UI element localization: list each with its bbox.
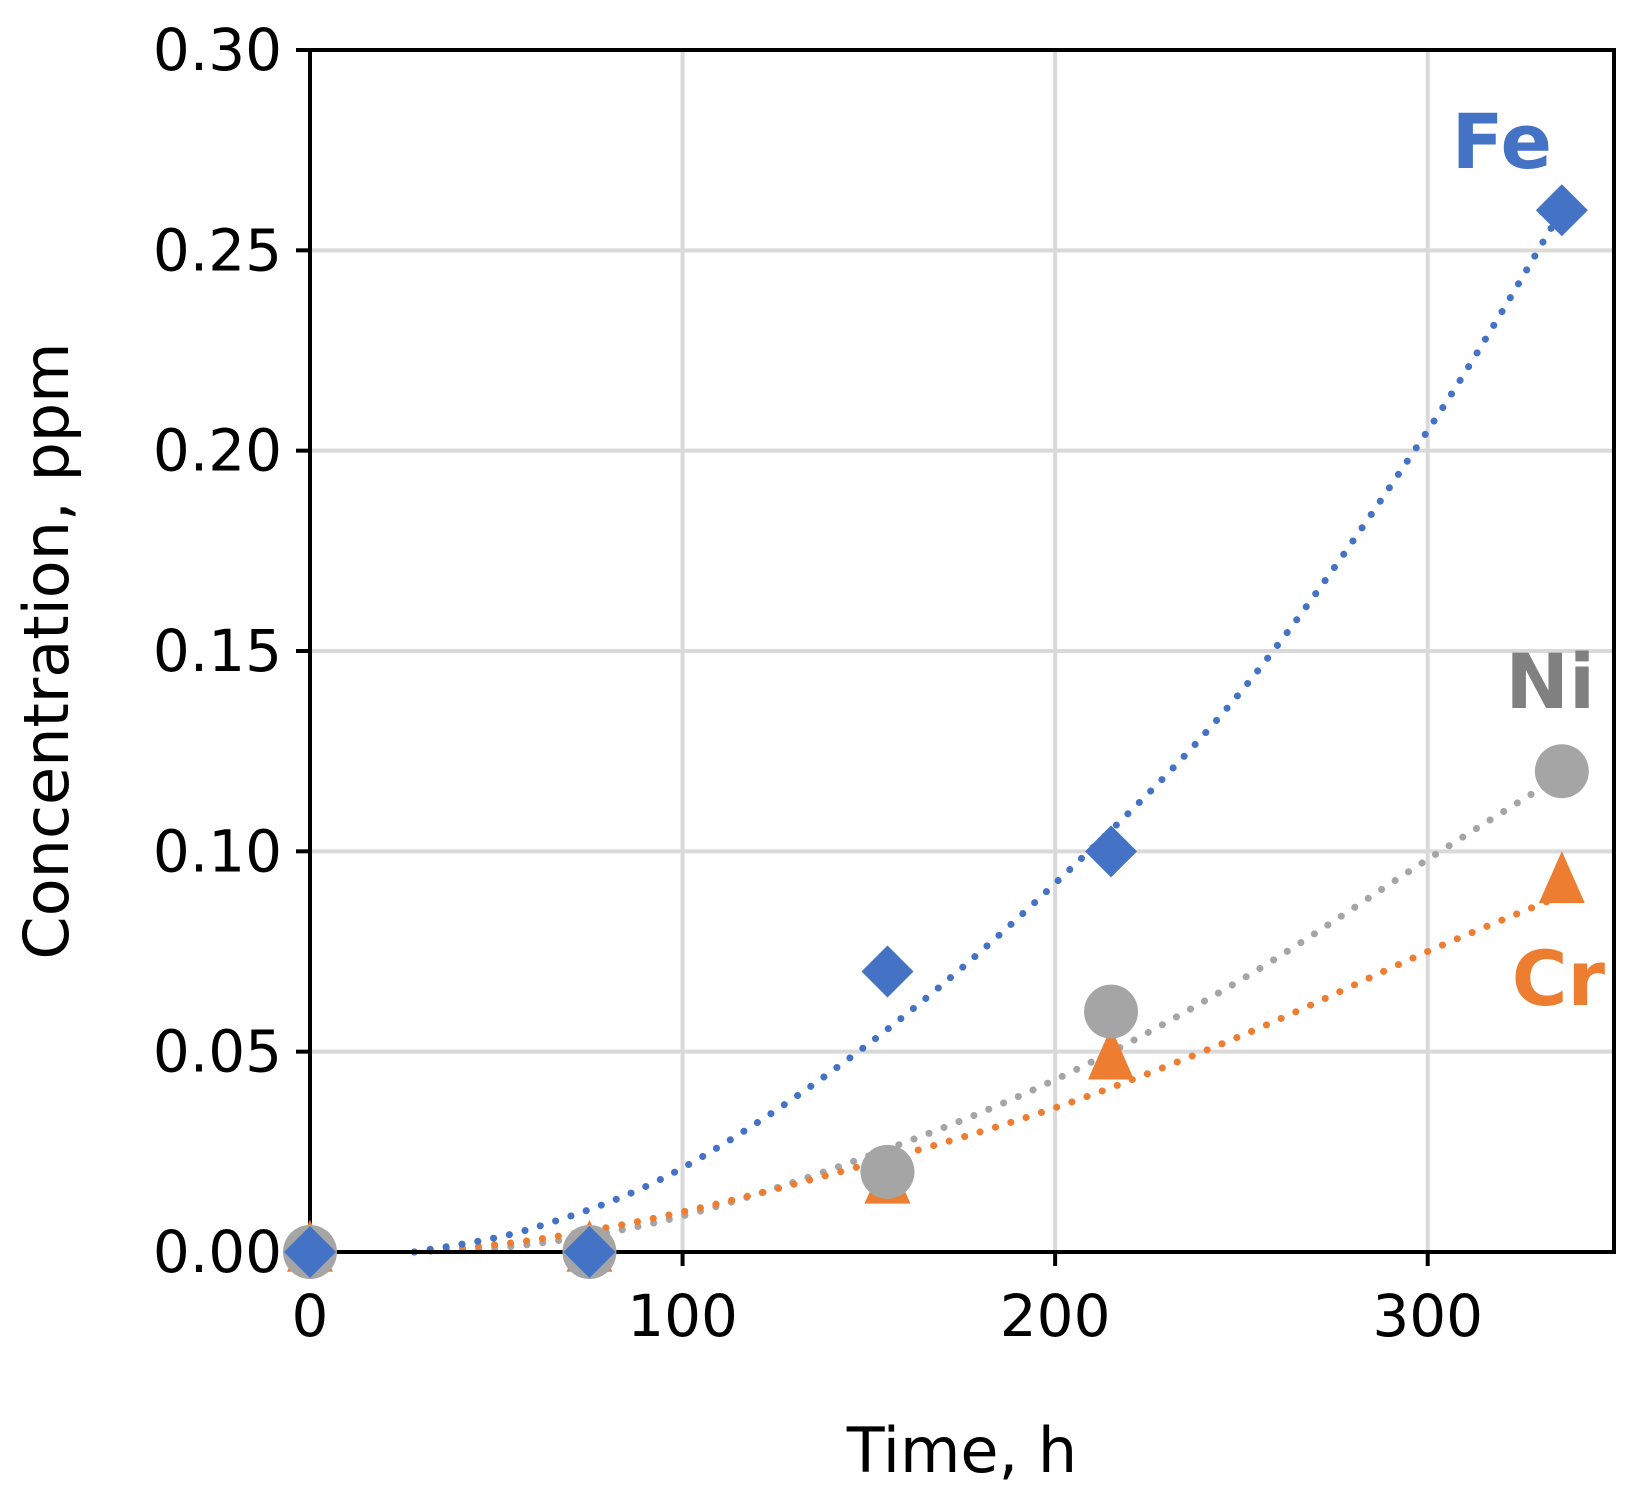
y-tick-label-3: 0.15 (153, 617, 282, 685)
y-tick-label-2: 0.10 (153, 817, 282, 885)
marker-fe-4 (1535, 184, 1588, 237)
marker-fe-0 (284, 1226, 336, 1278)
x-tick-label-0: 0 (292, 1282, 329, 1350)
x-tick-label-3: 300 (1372, 1282, 1483, 1350)
y-tick-labels: 0.00 0.05 0.10 0.15 0.20 0.25 0.30 (153, 16, 310, 1286)
series-label-ni: Ni (1505, 637, 1595, 726)
y-axis-title: Concentration, ppm (10, 342, 83, 959)
y-tick-label-6: 0.30 (153, 16, 282, 84)
trendline-fe (410, 206, 1566, 1256)
x-tick-labels: 0 100 200 300 (292, 1252, 1483, 1350)
grid (310, 48, 1614, 1252)
marker-cr-3 (1088, 1027, 1135, 1080)
marker-cr-4 (1538, 851, 1585, 904)
x-axis-title: Time, h (846, 1414, 1077, 1487)
marker-fe-1 (563, 1226, 616, 1278)
marker-ni-4 (1534, 744, 1589, 799)
y-tick-label-4: 0.20 (153, 417, 282, 485)
markers (283, 184, 1589, 1279)
y-tick-label-0: 0.00 (153, 1218, 282, 1286)
series-label-fe: Fe (1452, 97, 1552, 186)
marker-ni-2 (860, 1144, 915, 1199)
trendline-ni (410, 771, 1566, 1256)
series-labels: Fe Ni Cr (1452, 97, 1606, 1023)
y-tick-label-1: 0.05 (153, 1018, 282, 1086)
x-tick-label-2: 200 (1000, 1282, 1111, 1350)
series-label-cr: Cr (1512, 934, 1606, 1023)
y-tick-label-5: 0.25 (153, 216, 282, 284)
trendline-cr (410, 891, 1566, 1256)
marker-fe-2 (861, 945, 914, 998)
x-tick-label-1: 100 (627, 1282, 738, 1350)
trendlines (410, 206, 1566, 1256)
marker-ni-3 (1084, 984, 1139, 1039)
marker-fe-3 (1085, 825, 1138, 878)
